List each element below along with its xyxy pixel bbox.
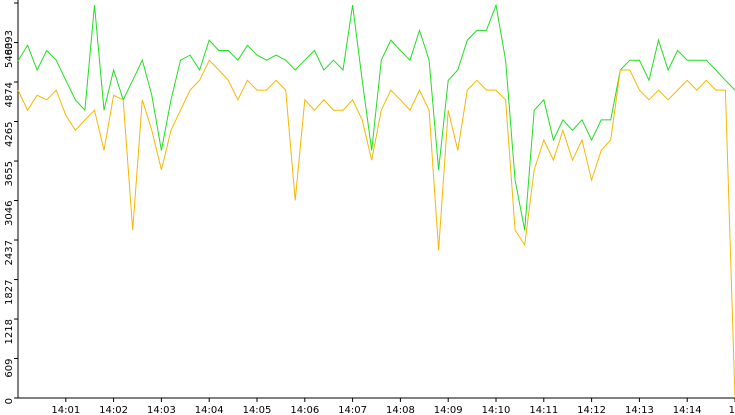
x-tick-label: 14:04 bbox=[195, 405, 224, 415]
y-tick-label: 1827 bbox=[4, 280, 15, 305]
y-tick-label: 1218 bbox=[4, 319, 15, 344]
x-tick-label: 14:09 bbox=[434, 405, 463, 415]
x-tick-label: 14:11 bbox=[529, 405, 558, 415]
x-tick-label: 14:01 bbox=[51, 405, 80, 415]
y-tick-label: 0 bbox=[4, 398, 15, 404]
x-tick-label: 14:03 bbox=[147, 405, 176, 415]
y-tick-label: 3655 bbox=[4, 161, 15, 186]
x-tick-label: 14:02 bbox=[99, 405, 128, 415]
y-tick-label: 5483 bbox=[4, 43, 15, 68]
x-tick-label: 14:12 bbox=[577, 405, 606, 415]
x-tick-label: 14:08 bbox=[386, 405, 415, 415]
x-tick-label: 14:05 bbox=[243, 405, 272, 415]
y-tick-label: 4265 bbox=[4, 122, 15, 147]
x-tick-label: 14:13 bbox=[625, 405, 654, 415]
x-tick-label: 14:10 bbox=[482, 405, 511, 415]
y-tick-label: 3046 bbox=[4, 201, 15, 226]
x-tick-label: 14:14 bbox=[673, 405, 702, 415]
series-line bbox=[17, 3, 735, 231]
y-tick-label: 2437 bbox=[4, 240, 15, 265]
y-tick-label: 609 bbox=[4, 359, 15, 378]
x-tick-label: 14:07 bbox=[338, 405, 367, 415]
y-tick-label: 4874 bbox=[4, 82, 15, 107]
y-tick-label: 6093 bbox=[4, 30, 15, 55]
x-tick-label: 14:06 bbox=[290, 405, 319, 415]
x-tick-label: 14 bbox=[729, 405, 735, 415]
series-line bbox=[17, 59, 735, 399]
